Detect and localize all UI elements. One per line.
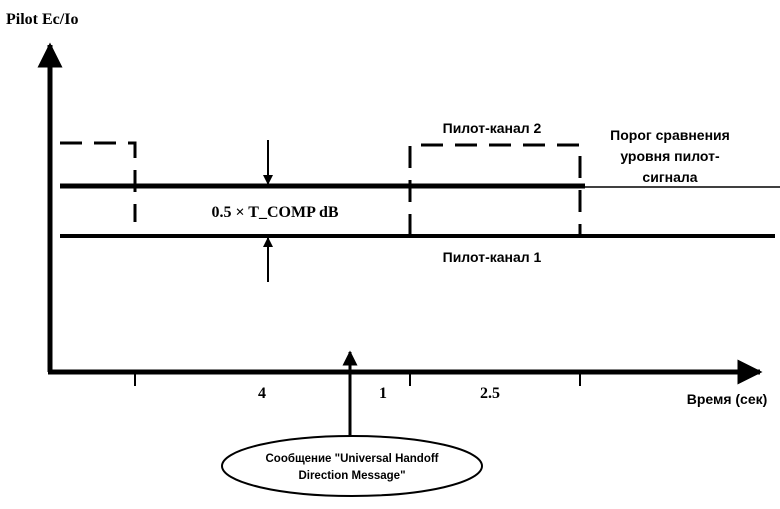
- threshold-label: сигнала: [642, 169, 697, 185]
- delta-label: 0.5 × T_COMP dB: [211, 204, 338, 221]
- y-axis-label: Pilot Ec/Io: [6, 11, 78, 28]
- message-ellipse: [221, 435, 483, 497]
- interval-label: 2.5: [480, 385, 500, 402]
- pilot-2-label: Пилот-канал 2: [443, 120, 542, 136]
- pilot-2-line: [60, 141, 582, 236]
- message-text: Direction Message": [298, 470, 405, 482]
- x-axis-label: Время (сек): [687, 391, 768, 407]
- threshold-label: уровня пилот-: [620, 148, 720, 164]
- message-text: Сообщение "Universal Handoff: [265, 453, 438, 465]
- x-ticks: [134, 372, 581, 386]
- interval-label: 4: [258, 385, 266, 402]
- threshold-label: Порог сравнения: [610, 127, 730, 143]
- pilot-1-label: Пилот-канал 1: [443, 249, 542, 265]
- interval-label: 1: [379, 385, 387, 402]
